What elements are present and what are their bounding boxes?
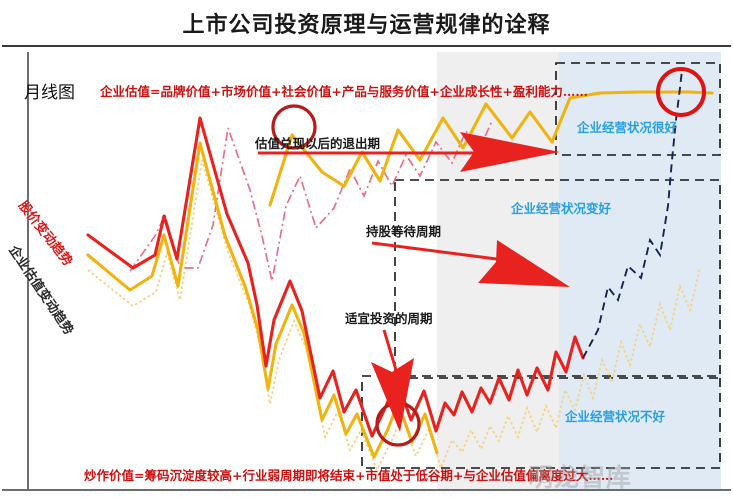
title-divider <box>2 45 731 47</box>
zone-label-bad: 企业经营状况不好 <box>565 409 666 424</box>
valuation-projection-line <box>87 159 701 473</box>
watermark-text: 明龙智库 <box>528 463 633 492</box>
title-bar: 上市公司投资原理与运营规律的诠释 <box>0 0 733 46</box>
zone-label-better: 企业经营状况变好 <box>511 201 612 216</box>
page-title: 上市公司投资原理与运营规律的诠释 <box>182 13 551 38</box>
price-breakout-line <box>582 69 683 359</box>
bottom-formula-label: 炒作价值=筹码沉淀度较高+行业弱周期即将结束+市值处于低谷期+与企业估值偏离度过… <box>84 468 614 483</box>
exit-period-label: 估值兑现以后的退出期 <box>255 136 381 151</box>
holding-period-label: 持股等待周期 <box>366 224 442 239</box>
plot-bottom-divider <box>2 489 731 491</box>
arrow-invest-period-icon <box>371 329 414 432</box>
watermark-badge-icon: © <box>536 466 553 483</box>
arrow-exit-period-icon <box>258 132 560 172</box>
chart-type-label: 月线图 <box>24 83 75 103</box>
arrow-holding-period-icon <box>371 240 570 287</box>
price-projection-line <box>129 120 493 282</box>
zone-box-very-good <box>555 62 721 156</box>
valuation-line-left <box>86 141 439 459</box>
zone-label-very-good: 企业经营状况很好 <box>577 120 678 135</box>
peak-marker-right-icon <box>656 67 706 117</box>
zone-box-better <box>394 179 721 379</box>
top-formula-label: 企业估值=品牌价值+市场价值+社会价值+产品与服务价值+企业成长性+盈利能力…… <box>100 84 588 99</box>
shaded-band-blue <box>559 52 721 489</box>
plot-frame <box>27 52 727 490</box>
valuation-line-right <box>268 90 714 207</box>
peak-marker-left-icon <box>271 104 317 150</box>
invest-period-label: 适宜投资的周期 <box>345 311 433 326</box>
zone-boxes <box>361 62 721 469</box>
